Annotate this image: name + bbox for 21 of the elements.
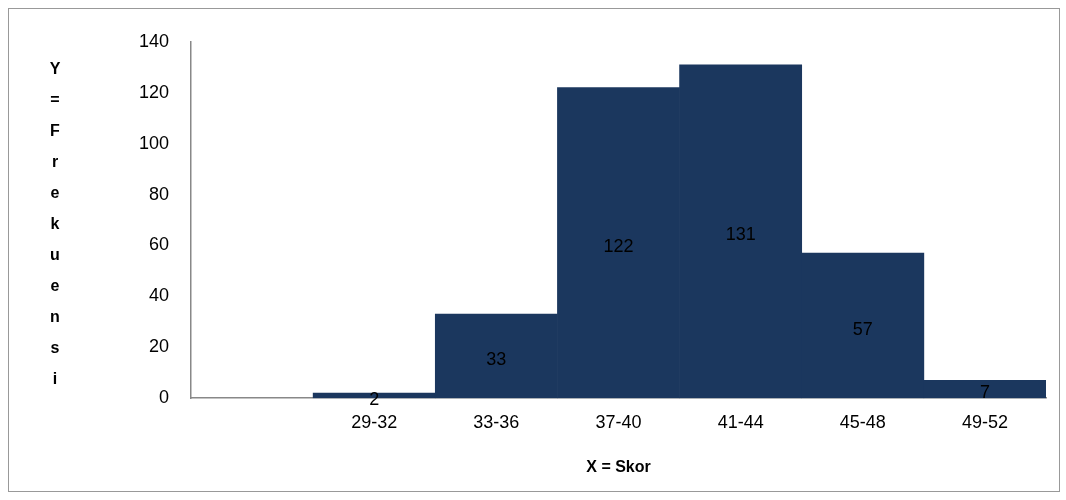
data-label: 33 [486, 349, 507, 370]
x-tick-label: 29-32 [351, 411, 398, 432]
y-tick-label: 120 [138, 81, 169, 102]
y-tick-label: 0 [158, 387, 169, 408]
y-tick-label: 20 [148, 336, 169, 357]
y-tick-label: 80 [148, 183, 169, 204]
x-tick-label: 41-44 [717, 411, 764, 432]
data-label: 57 [852, 318, 873, 339]
data-label: 122 [603, 235, 634, 256]
y-tick-label: 40 [148, 285, 169, 306]
data-label: 7 [979, 382, 990, 403]
x-tick-label: 37-40 [595, 411, 642, 432]
y-tick-label: 100 [138, 132, 169, 153]
y-tick-label: 60 [148, 234, 169, 255]
x-tick-label: 45-48 [839, 411, 886, 432]
x-tick-label: 33-36 [473, 411, 520, 432]
data-label: 131 [725, 224, 756, 245]
y-tick-label: 140 [138, 30, 169, 51]
text: Y = Frekuensi [49, 60, 61, 387]
x-axis-title: X = Skor [586, 457, 651, 475]
x-tick-label: 49-52 [961, 411, 1008, 432]
